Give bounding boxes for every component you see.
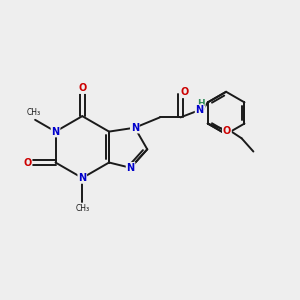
Text: O: O [78,83,86,93]
Text: N: N [131,123,139,133]
Text: N: N [196,105,204,115]
Text: O: O [23,158,32,167]
Text: N: N [51,127,60,136]
Text: CH₃: CH₃ [75,205,89,214]
Text: O: O [223,126,231,136]
Text: N: N [127,163,135,173]
Text: O: O [181,87,189,98]
Text: N: N [78,173,86,183]
Text: CH₃: CH₃ [27,109,41,118]
Text: H: H [197,99,205,108]
